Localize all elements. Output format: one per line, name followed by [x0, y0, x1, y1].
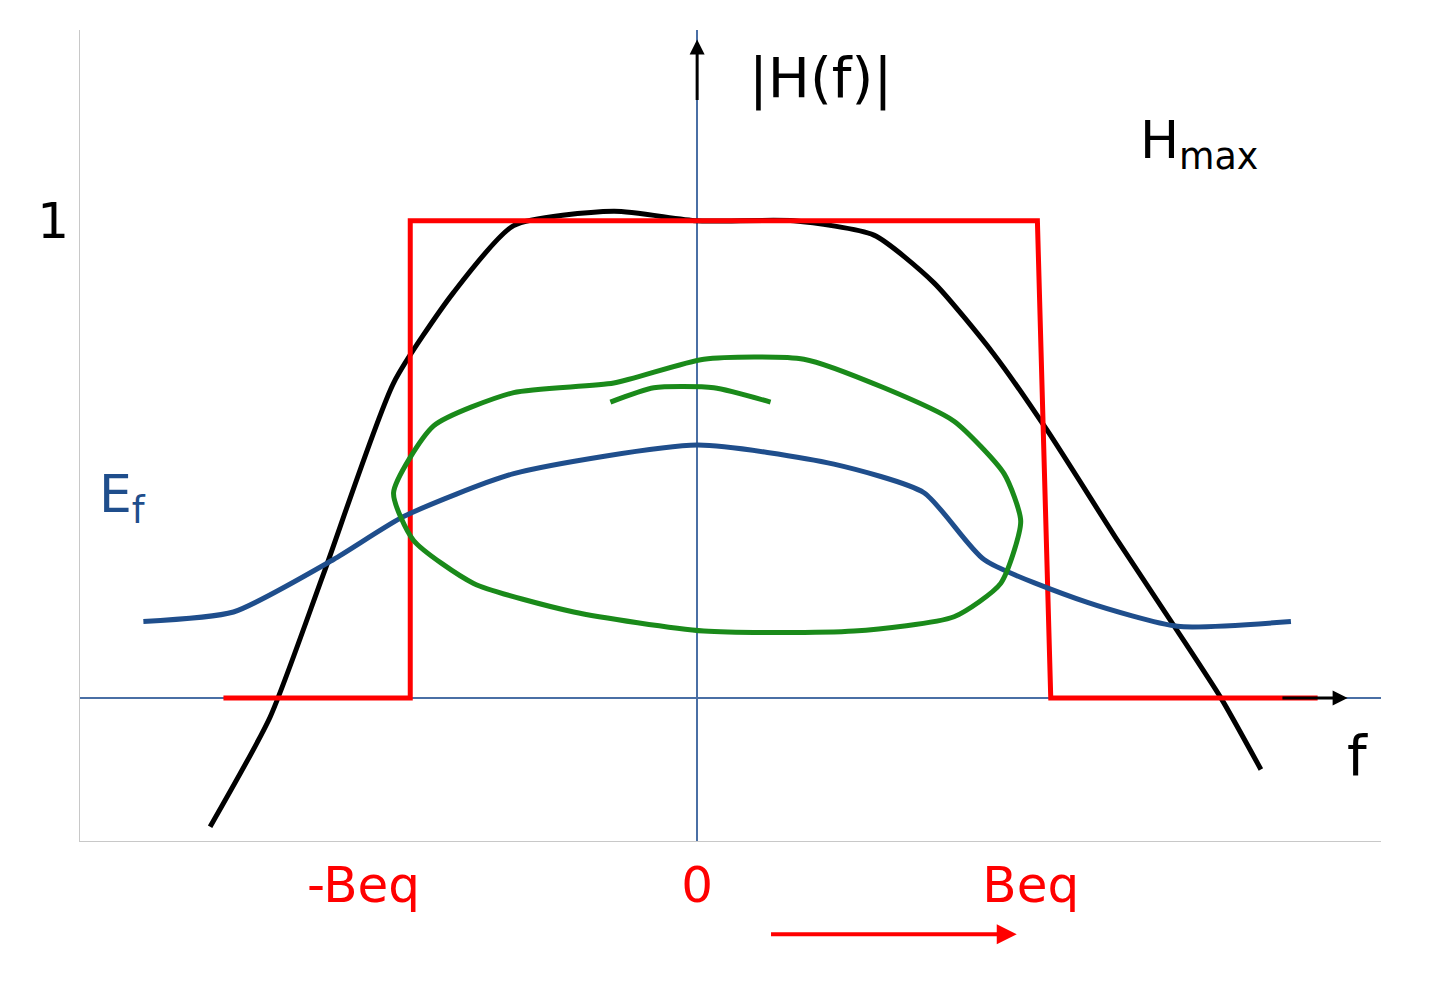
svg-text:|H(f)|: |H(f)|: [749, 45, 892, 111]
svg-text:H​max​: H​max​: [1140, 110, 1258, 178]
svg-text:-Beq: -Beq: [307, 856, 420, 914]
svg-text:1: 1: [37, 192, 69, 250]
svg-text:0: 0: [681, 856, 713, 914]
svg-text:E​f​: E​f​: [99, 464, 146, 532]
svg-text:f: f: [1347, 723, 1368, 788]
svg-text:Beq: Beq: [982, 856, 1079, 914]
